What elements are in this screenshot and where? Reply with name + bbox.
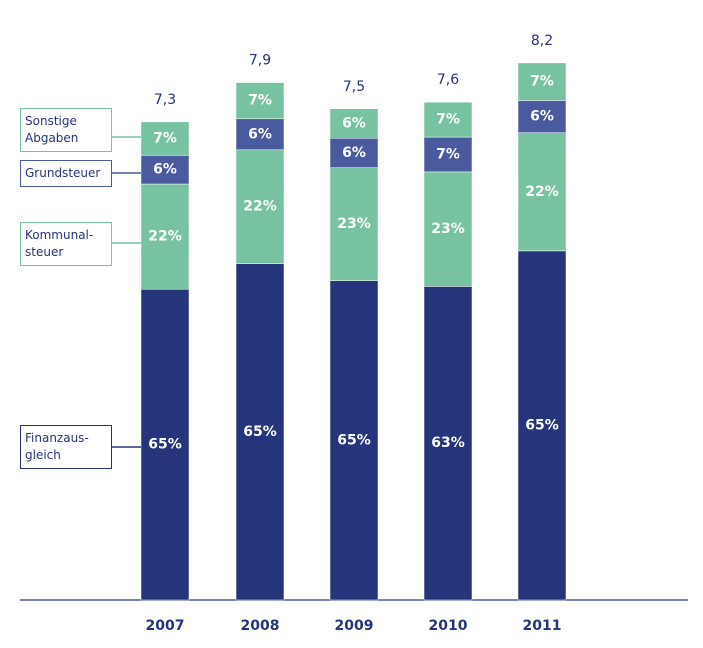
bar-segment	[140, 183, 190, 290]
segment-label: 22%	[148, 229, 182, 245]
segment-label: 7%	[153, 131, 177, 147]
total-label: 7,6	[437, 72, 459, 88]
segment-label: 7%	[530, 74, 554, 90]
x-tick-label: 2009	[335, 618, 374, 634]
x-tick-label: 2010	[429, 618, 468, 634]
segment-label: 6%	[248, 126, 272, 142]
segment-label: 63%	[431, 435, 465, 451]
bar-segment	[140, 288, 190, 601]
bar-segment	[329, 167, 379, 281]
legend-entry: Kommunal- steuer	[20, 222, 112, 266]
bar-segment	[235, 263, 285, 601]
total-label: 8,2	[531, 33, 553, 49]
legend-entry: Finanzaus- gleich	[20, 425, 112, 469]
legend-entry: Grundsteuer	[20, 160, 112, 187]
bar-segment	[329, 280, 379, 601]
bar-segment	[423, 101, 473, 138]
segment-label: 65%	[337, 432, 371, 448]
total-label: 7,5	[343, 79, 365, 95]
bar-segment	[423, 171, 473, 287]
segment-label: 22%	[243, 199, 277, 215]
total-label: 7,9	[249, 53, 271, 69]
segment-label: 6%	[153, 162, 177, 178]
bar-segment	[423, 136, 473, 173]
bar-segment	[423, 286, 473, 601]
total-label: 7,3	[154, 92, 176, 108]
segment-label: 6%	[530, 109, 554, 125]
segment-label: 65%	[525, 417, 559, 433]
x-tick-label: 2008	[241, 618, 280, 634]
segment-label: 7%	[436, 146, 460, 162]
legend-entry: Sonstige Abgaben	[20, 108, 112, 152]
segment-label: 65%	[148, 437, 182, 453]
bar-segment	[517, 250, 567, 601]
x-tick-label: 2011	[523, 618, 562, 634]
segment-label: 22%	[525, 184, 559, 200]
bar-segment	[517, 100, 567, 133]
segment-label: 7%	[436, 112, 460, 128]
segment-label: 23%	[337, 216, 371, 232]
bar-segment	[329, 137, 379, 168]
bar-segment	[517, 132, 567, 252]
bar-segment	[235, 82, 285, 120]
segment-label: 23%	[431, 221, 465, 237]
bar-segment	[235, 118, 285, 151]
bar-segment	[329, 108, 379, 139]
segment-label: 65%	[243, 424, 277, 440]
segment-label: 7%	[248, 93, 272, 109]
x-tick-label: 2007	[146, 618, 185, 634]
segment-label: 6%	[342, 145, 366, 161]
bar-segment	[235, 149, 285, 264]
segment-label: 6%	[342, 115, 366, 131]
bar-segment	[517, 62, 567, 101]
bar-segment	[140, 121, 190, 156]
